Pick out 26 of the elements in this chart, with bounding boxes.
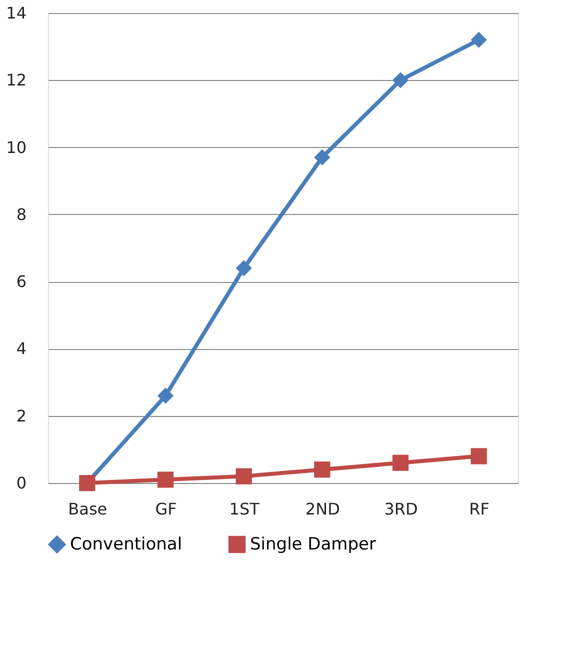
y-tick-label: 10 xyxy=(6,138,26,157)
y-tick-label: 2 xyxy=(16,406,26,426)
x-tick-label: 2ND xyxy=(305,500,340,518)
point xyxy=(470,32,487,48)
y-tick-label: 6 xyxy=(16,272,26,292)
y-tick-label: 14 xyxy=(6,4,26,22)
point xyxy=(392,454,409,471)
point xyxy=(236,468,252,484)
point xyxy=(314,149,330,166)
point xyxy=(314,462,330,478)
x-tick-label: RF xyxy=(469,500,490,518)
point xyxy=(157,388,174,404)
legend-label: Conventional xyxy=(70,534,182,554)
x-tick-label: 3RD xyxy=(384,500,418,518)
x-tick-label: Base xyxy=(68,500,108,518)
point xyxy=(157,472,174,488)
x-tick-label: GF xyxy=(155,500,177,518)
point xyxy=(392,72,409,88)
legend-label: Single Damper xyxy=(250,534,376,554)
y-tick-label: 8 xyxy=(16,204,26,224)
y-tick-label: 4 xyxy=(16,339,26,358)
x-tick-label: 1ST xyxy=(229,500,260,518)
y-tick-label: 12 xyxy=(6,70,26,90)
y-tick-label: 0 xyxy=(16,474,26,492)
point xyxy=(236,260,252,276)
point xyxy=(470,448,487,464)
